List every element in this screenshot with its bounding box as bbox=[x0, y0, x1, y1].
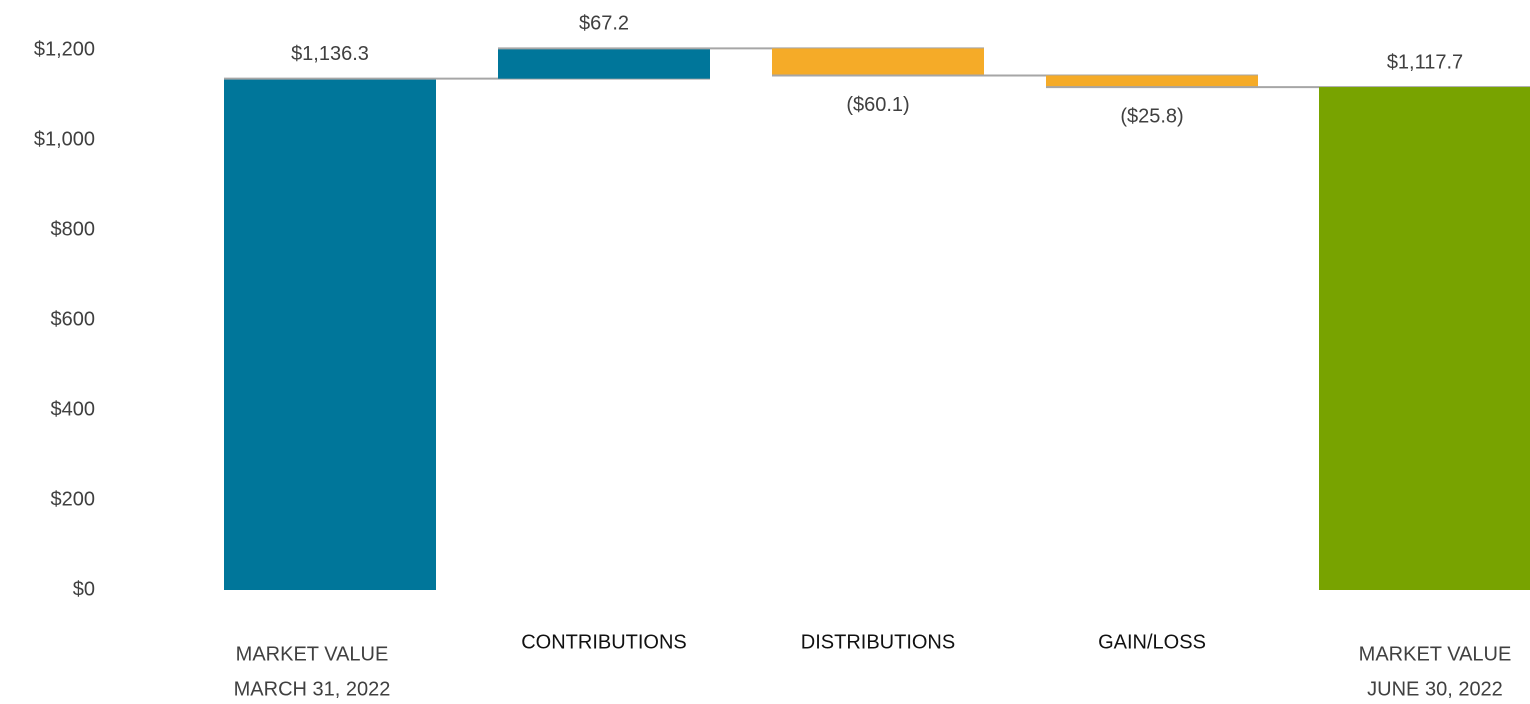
y-tick-label: $200 bbox=[51, 488, 96, 510]
y-tick-label: $1,200 bbox=[34, 38, 95, 60]
bar bbox=[498, 48, 710, 79]
data-label: $1,136.3 bbox=[291, 43, 369, 65]
bar bbox=[772, 48, 984, 76]
x-tick-label: MARCH 31, 2022 bbox=[234, 678, 391, 700]
y-tick-label: $1,000 bbox=[34, 128, 95, 150]
x-tick-label: JUNE 30, 2022 bbox=[1367, 678, 1503, 700]
data-label: ($60.1) bbox=[846, 94, 909, 116]
data-label: $1,117.7 bbox=[1387, 51, 1463, 73]
y-tick-label: $0 bbox=[73, 578, 95, 600]
x-tick-label: MARKET VALUE bbox=[1359, 643, 1512, 665]
x-tick-label: GAIN/LOSS bbox=[1098, 631, 1206, 653]
bar bbox=[1046, 75, 1258, 88]
x-tick-label: DISTRIBUTIONS bbox=[801, 631, 955, 653]
bar bbox=[1319, 87, 1530, 590]
y-tick-label: $800 bbox=[51, 218, 96, 240]
y-tick-label: $600 bbox=[51, 308, 96, 330]
data-label: ($25.8) bbox=[1120, 105, 1183, 127]
y-tick-label: $400 bbox=[51, 398, 96, 420]
x-tick-label: CONTRIBUTIONS bbox=[521, 631, 687, 653]
bar bbox=[224, 78, 436, 590]
x-tick-label: MARKET VALUE bbox=[236, 643, 389, 665]
data-label: $67.2 bbox=[579, 13, 629, 35]
